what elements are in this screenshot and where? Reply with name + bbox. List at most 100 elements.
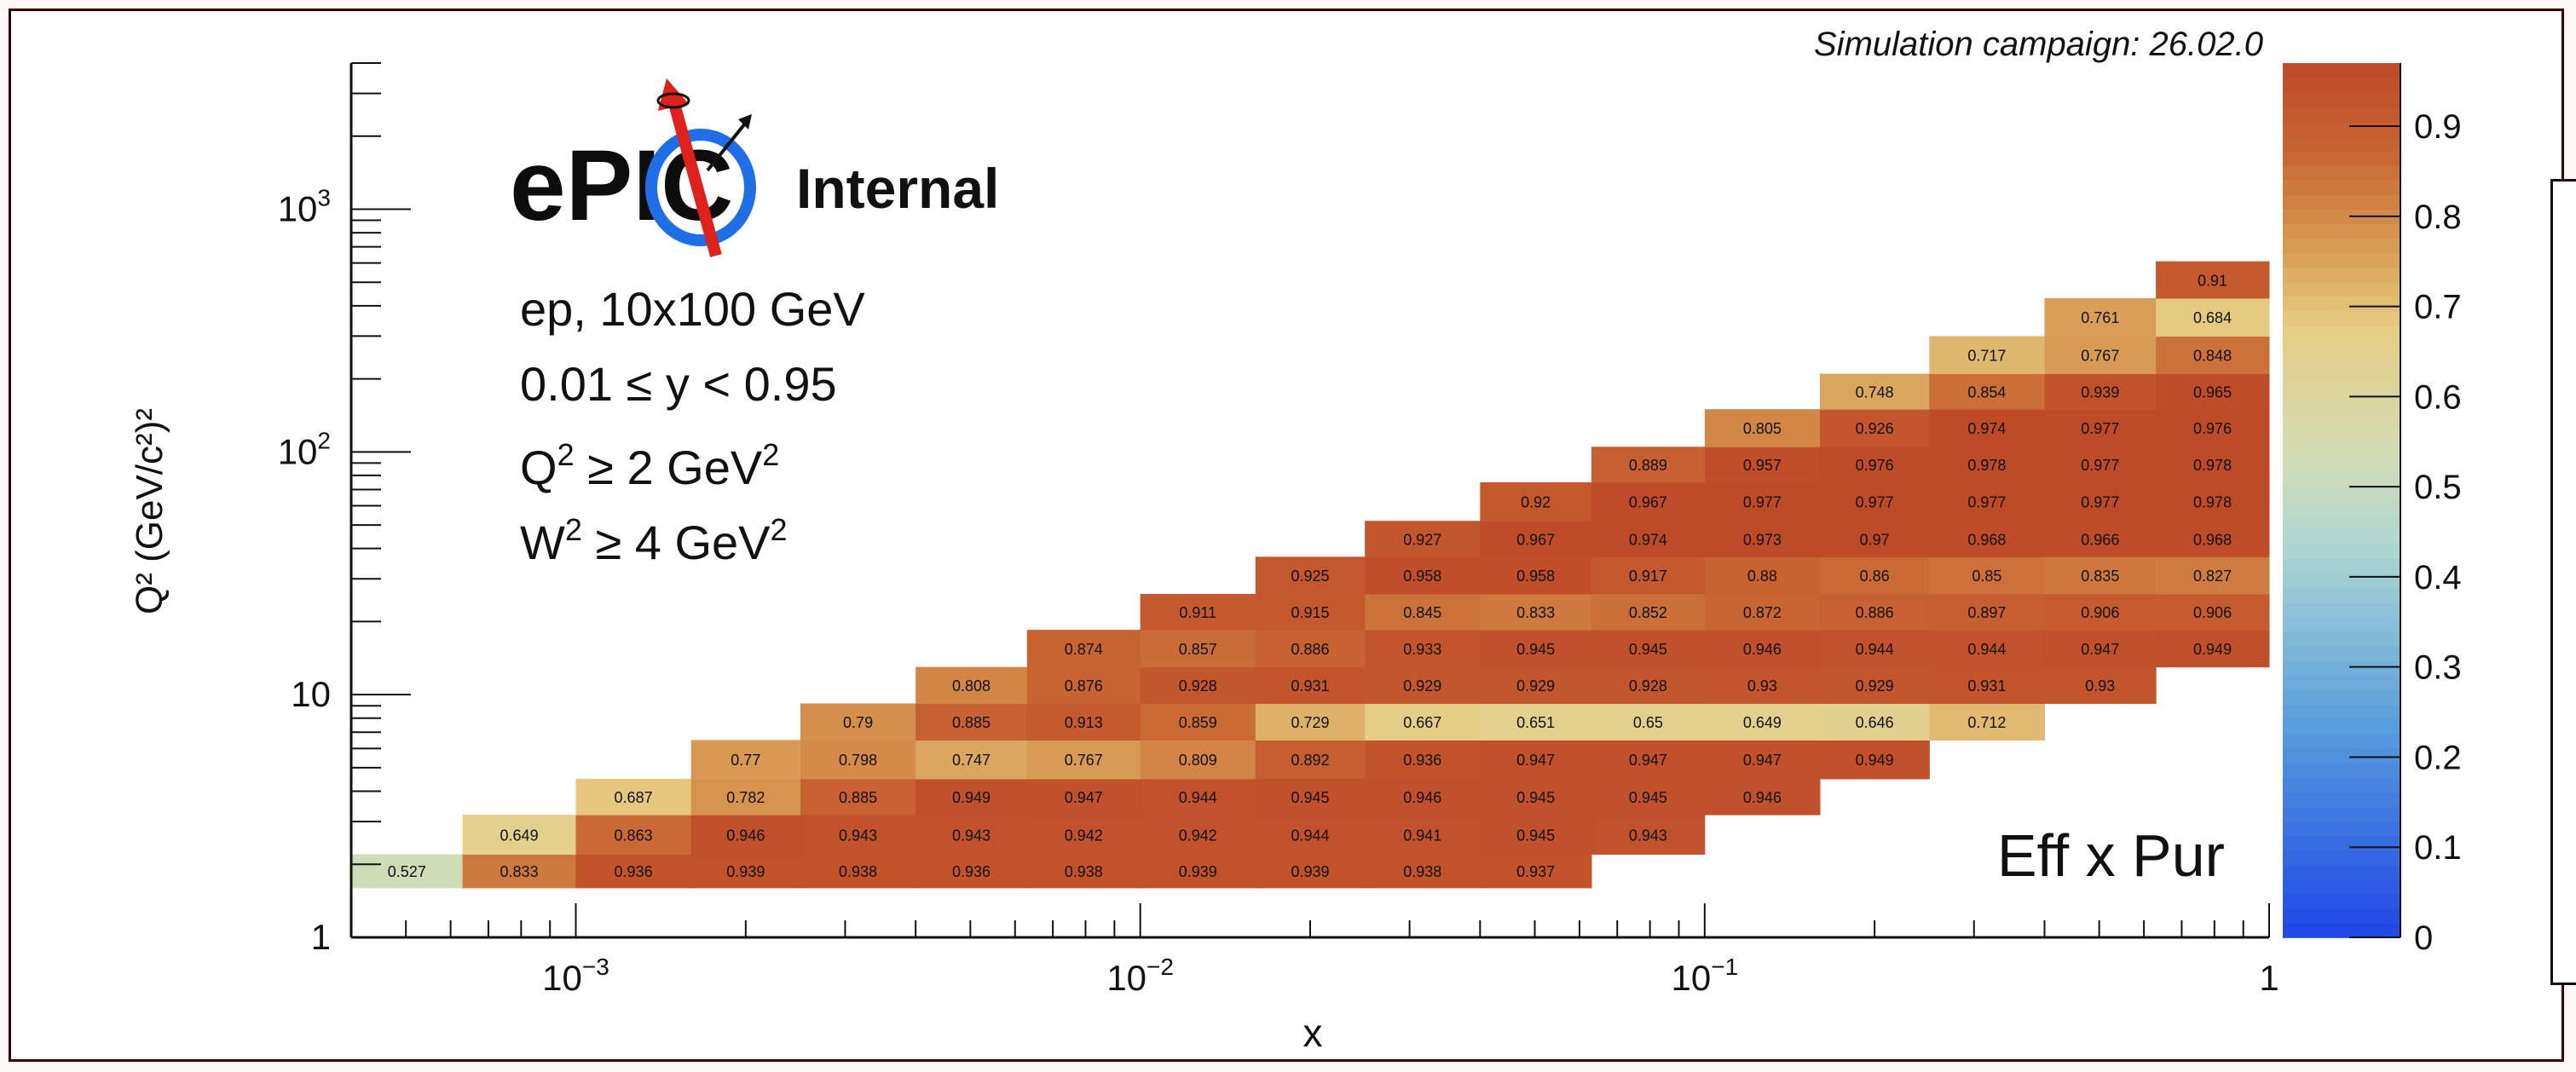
heatmap-cell xyxy=(1591,556,1706,595)
heatmap-cell xyxy=(2044,409,2157,447)
y-tick-label: 102 xyxy=(278,427,331,471)
colorbar-segment xyxy=(2283,107,2400,123)
heatmap-cell xyxy=(1704,666,1821,704)
heatmap-cell xyxy=(1255,630,1366,668)
cell-value-label: 0.947 xyxy=(1065,789,1103,806)
cell-value-label: 0.937 xyxy=(1516,863,1555,880)
heatmap-cell xyxy=(1026,778,1141,816)
cell-value-label: 0.973 xyxy=(1743,531,1782,548)
cell-value-label: 0.833 xyxy=(500,863,539,880)
colorbar-segment xyxy=(2283,63,2400,78)
cell-value-label: 0.946 xyxy=(726,827,765,844)
colorbar-segment xyxy=(2283,267,2400,283)
cell-value-label: 0.928 xyxy=(1179,677,1217,694)
heatmap-cell xyxy=(1140,740,1256,780)
colorbar-segment xyxy=(2283,310,2400,326)
heatmap-cell xyxy=(1819,666,1930,704)
cell-value-label: 0.944 xyxy=(1291,827,1329,844)
heatmap-cell xyxy=(2156,297,2270,337)
cell-value-label: 0.978 xyxy=(2193,494,2232,511)
cell-value-label: 0.859 xyxy=(1179,714,1217,731)
heatmap-cell xyxy=(800,815,916,855)
colorbar-segment xyxy=(2283,529,2400,545)
heatmap-cell xyxy=(1140,815,1256,855)
cell-value-label: 0.848 xyxy=(2193,347,2232,364)
y-tick-label: 1 xyxy=(311,917,331,957)
colorbar-segment xyxy=(2283,427,2400,443)
heatmap-cell xyxy=(1365,521,1481,557)
cell-value-label: 0.911 xyxy=(1179,604,1216,621)
heatmap-cell xyxy=(2044,521,2157,557)
x-axis-title: x xyxy=(1303,1011,1323,1055)
heatmap-cell xyxy=(1255,740,1366,780)
heatmap-cell xyxy=(690,778,801,816)
colorbar-segment xyxy=(2283,339,2400,355)
colorbar-segment xyxy=(2283,456,2400,472)
heatmap-cell xyxy=(1819,447,1930,483)
cell-value-label: 0.872 xyxy=(1743,604,1782,621)
cell-value-label: 0.929 xyxy=(1516,677,1555,694)
cell-value-label: 0.944 xyxy=(1967,641,2006,658)
cell-value-label: 0.945 xyxy=(1516,789,1555,806)
cell-value-label: 0.712 xyxy=(1967,714,2006,731)
cell-value-label: 0.931 xyxy=(1967,677,2006,694)
heatmap-cell xyxy=(1591,740,1706,780)
cell-value-label: 0.965 xyxy=(2193,383,2232,401)
colorbar-segment xyxy=(2283,470,2400,487)
cell-value-label: 0.977 xyxy=(2081,420,2119,437)
cell-value-label: 0.649 xyxy=(500,827,539,844)
cell-value-label: 0.978 xyxy=(2193,457,2232,474)
heatmap-cell xyxy=(2156,261,2270,299)
heatmap-cell xyxy=(1704,556,1821,595)
cell-value-label: 0.886 xyxy=(1291,641,1329,658)
colorbar-tick-label: 0 xyxy=(2414,919,2433,957)
cell-value-label: 0.892 xyxy=(1291,752,1329,769)
internal-badge: Internal xyxy=(796,157,999,220)
cell-value-label: 0.97 xyxy=(1860,531,1890,548)
colorbar-segment xyxy=(2283,238,2400,254)
heatmap-cell xyxy=(915,703,1028,741)
colorbar-segment xyxy=(2283,223,2400,239)
cell-value-label: 0.767 xyxy=(1065,752,1103,769)
colorbar-segment xyxy=(2283,398,2400,414)
heatmap-cell xyxy=(462,854,577,889)
heatmap-cell xyxy=(575,778,692,816)
y-tick-label: 103 xyxy=(278,184,331,228)
cell-value-label: 0.897 xyxy=(1967,604,2006,621)
x-tick-label: 1 xyxy=(2259,958,2279,998)
heatmap-cell xyxy=(1255,815,1366,855)
cell-value-label: 0.938 xyxy=(839,863,877,880)
heatmap-cell xyxy=(2044,447,2157,483)
cell-value-label: 0.949 xyxy=(1856,752,1894,769)
colorbar-segment xyxy=(2283,587,2400,603)
cell-value-label: 0.646 xyxy=(1856,714,1894,731)
w2-cut-label: W2 ≥ 4 GeV2 xyxy=(520,512,788,569)
cell-value-label: 0.977 xyxy=(1856,494,1894,511)
heatmap-cell xyxy=(1365,854,1481,889)
axes: 10−3 10−2 10−1 1 1 10 102 103 xyxy=(278,62,2279,998)
heatmap-cell xyxy=(800,778,916,816)
cell-value-label: 0.827 xyxy=(2193,568,2232,585)
heatmap-cell xyxy=(1929,593,2045,631)
heatmap-cell xyxy=(1255,703,1366,741)
colorbar-segment xyxy=(2283,660,2400,676)
cell-value-label: 0.936 xyxy=(1403,752,1441,769)
heatmap-cell xyxy=(2044,373,2157,410)
heatmap-cell xyxy=(1929,521,2045,557)
cell-value-label: 0.85 xyxy=(1972,568,2001,585)
heatmap-cell xyxy=(1929,373,2045,410)
heatmap-cell xyxy=(915,740,1028,780)
colorbar-segment xyxy=(2283,354,2400,370)
cell-value-label: 0.931 xyxy=(1291,677,1329,694)
colorbar-segment xyxy=(2283,515,2400,530)
cell-value-label: 0.857 xyxy=(1179,641,1217,658)
x-tick-label: 10−1 xyxy=(1672,954,1739,998)
cell-value-label: 0.651 xyxy=(1516,714,1555,731)
cell-value-label: 0.936 xyxy=(952,863,991,880)
cell-value-label: 0.945 xyxy=(1516,641,1555,658)
cell-value-label: 0.947 xyxy=(1743,752,1782,769)
heatmap-cell xyxy=(1704,740,1821,780)
heatmap-cell xyxy=(1929,447,2045,483)
heatmap-cell xyxy=(1140,630,1256,668)
